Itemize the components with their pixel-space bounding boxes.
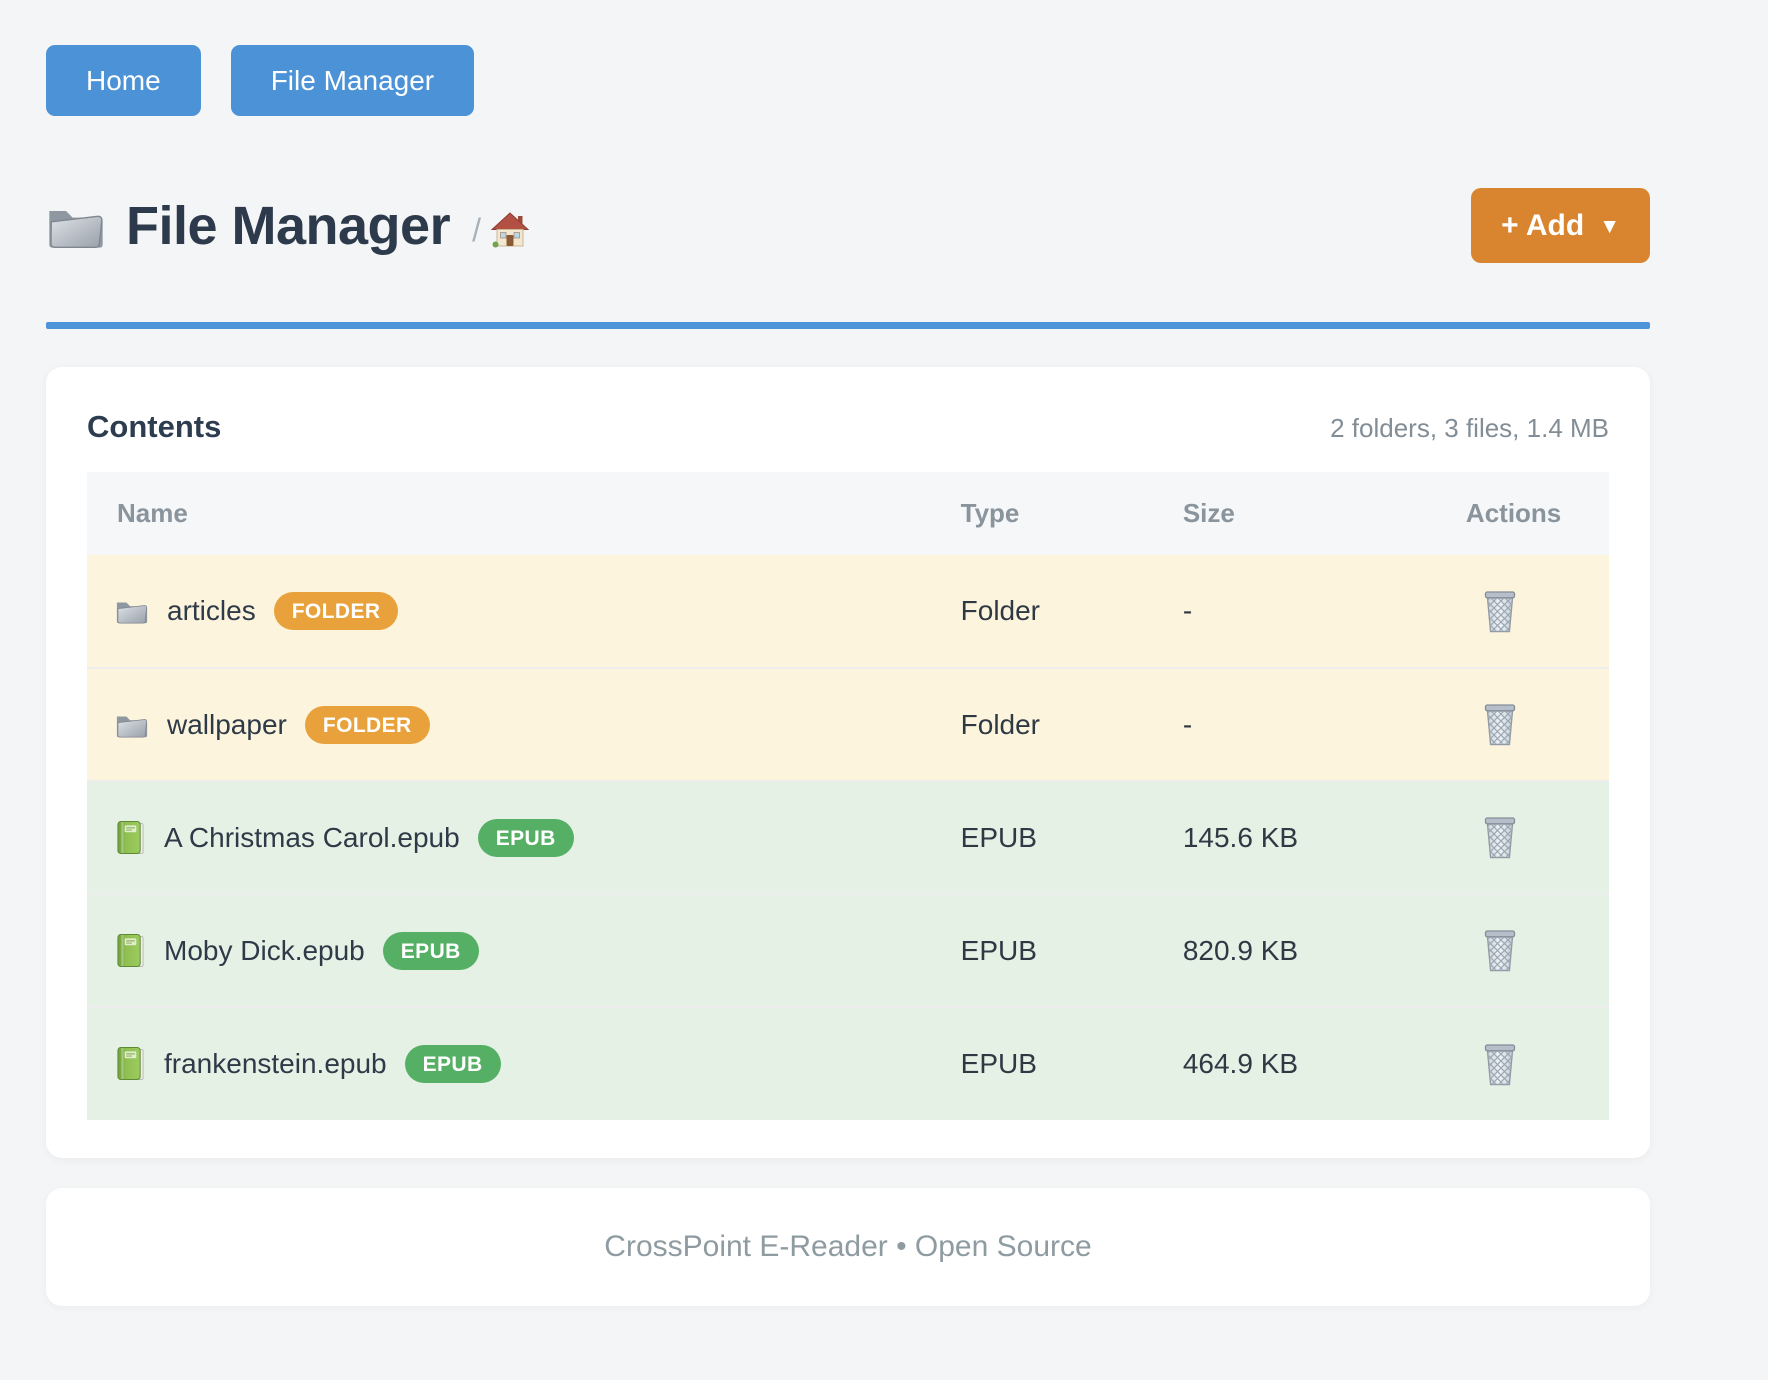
status-badge: FOLDER	[304, 705, 430, 744]
trash-icon	[1480, 813, 1520, 862]
type-cell: Folder	[960, 595, 1041, 626]
size-cell: 820.9 KB	[1182, 934, 1299, 966]
delete-button[interactable]	[1480, 700, 1520, 749]
header-divider	[46, 322, 1650, 329]
status-badge: EPUB	[404, 1045, 501, 1083]
contents-card: Contents 2 folders, 3 files, 1.4 MB Name…	[46, 367, 1650, 1158]
status-badge: EPUB	[477, 818, 574, 857]
contents-summary: 2 folders, 3 files, 1.4 MB	[1330, 413, 1609, 443]
delete-button[interactable]	[1480, 926, 1520, 975]
nav-file-manager-button[interactable]: File Manager	[230, 45, 475, 116]
file-name-cell[interactable]: frankenstein.epub EPUB	[87, 1045, 961, 1083]
nav-home-button[interactable]: Home	[46, 45, 201, 116]
book-icon	[115, 820, 146, 856]
table-row[interactable]: articles FOLDER Folder -	[87, 555, 1609, 668]
status-badge: EPUB	[382, 931, 479, 970]
file-name: A Christmas Carol.epub	[164, 821, 460, 853]
table-row[interactable]: A Christmas Carol.epub EPUB EPUB 145.6 K…	[87, 781, 1609, 894]
table-row[interactable]: wallpaper FOLDER Folder -	[87, 668, 1609, 781]
file-name-cell[interactable]: A Christmas Carol.epub EPUB	[87, 818, 961, 857]
file-name: articles	[167, 595, 256, 626]
book-icon	[115, 1046, 146, 1082]
page-container: Home File Manager File Manager / + Add ▼…	[46, 0, 1650, 1306]
trash-icon	[1480, 700, 1520, 749]
page-header: File Manager / + Add ▼	[46, 188, 1650, 263]
page-title: File Manager	[126, 195, 451, 256]
delete-button[interactable]	[1480, 587, 1520, 636]
title-group: File Manager /	[46, 195, 529, 257]
file-name-cell[interactable]: wallpaper FOLDER	[87, 705, 961, 744]
folder-icon	[115, 711, 149, 739]
footer-text: CrossPoint E-Reader • Open Source	[604, 1230, 1092, 1263]
file-name-cell[interactable]: articles FOLDER	[87, 592, 961, 630]
book-icon	[115, 933, 146, 969]
contents-card-header: Contents 2 folders, 3 files, 1.4 MB	[87, 409, 1609, 445]
size-cell: -	[1182, 595, 1193, 626]
trash-icon	[1480, 926, 1520, 975]
folder-icon	[115, 597, 149, 625]
contents-heading: Contents	[87, 409, 222, 444]
table-row[interactable]: frankenstein.epub EPUB EPUB 464.9 KB	[87, 1007, 1609, 1120]
folder-icon	[46, 202, 106, 250]
file-name: frankenstein.epub	[164, 1048, 387, 1079]
trash-icon	[1480, 1040, 1520, 1089]
column-header-type: Type	[960, 498, 1020, 528]
delete-button[interactable]	[1480, 1040, 1520, 1089]
file-name: wallpaper	[167, 708, 287, 740]
table-header-row: Name Type Size Actions	[87, 472, 1609, 555]
type-cell: EPUB	[960, 934, 1037, 966]
add-button-label: + Add	[1501, 208, 1585, 242]
column-header-name: Name	[117, 498, 188, 528]
trash-icon	[1480, 587, 1520, 636]
table-row[interactable]: Moby Dick.epub EPUB EPUB 820.9 KB	[87, 894, 1609, 1007]
status-badge: FOLDER	[273, 592, 399, 630]
file-name: Moby Dick.epub	[164, 934, 365, 966]
add-button[interactable]: + Add ▼	[1471, 188, 1650, 263]
file-name-cell[interactable]: Moby Dick.epub EPUB	[87, 931, 961, 970]
size-cell: 464.9 KB	[1182, 1048, 1299, 1079]
house-icon[interactable]	[491, 212, 529, 248]
delete-button[interactable]	[1480, 813, 1520, 862]
column-header-actions: Actions	[1465, 498, 1562, 528]
type-cell: EPUB	[960, 1048, 1037, 1079]
chevron-down-icon: ▼	[1599, 215, 1620, 238]
file-table: Name Type Size Actions articles FOLDER F…	[87, 472, 1609, 1120]
footer-card: CrossPoint E-Reader • Open Source	[46, 1188, 1650, 1306]
column-header-size: Size	[1182, 498, 1235, 528]
size-cell: -	[1182, 708, 1193, 740]
top-nav: Home File Manager	[46, 0, 1650, 116]
type-cell: EPUB	[960, 821, 1037, 853]
size-cell: 145.6 KB	[1182, 821, 1299, 853]
breadcrumb-separator: /	[472, 212, 481, 248]
type-cell: Folder	[960, 708, 1041, 740]
